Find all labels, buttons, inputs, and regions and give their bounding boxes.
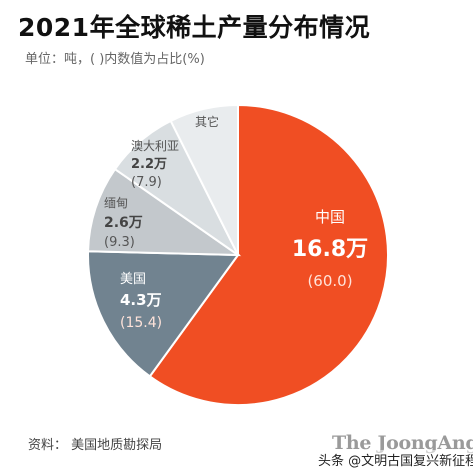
- slice-pct-label-1: (15.4): [120, 315, 162, 331]
- slice-pct-label-3: (7.9): [131, 175, 162, 190]
- slice-pct-label-2: (9.3): [104, 235, 135, 250]
- slice-pct-label-0: (60.0): [307, 272, 352, 290]
- pie-slice-4: [169, 103, 239, 256]
- slice-value-label-1: 4.3万: [120, 291, 162, 309]
- source-note: 资料： 美国地质勘探局: [28, 438, 163, 453]
- brand-logo: The JoongAng: [332, 432, 473, 454]
- slice-name-label-0: 中国: [315, 208, 345, 226]
- pie-slice-0: [148, 103, 389, 406]
- slice-name-label-2: 缅甸: [104, 196, 128, 210]
- slice-value-label-0: 16.8万: [292, 237, 368, 262]
- pie-slice-2: [87, 167, 242, 257]
- slice-name-label-1: 美国: [120, 272, 146, 287]
- pie-slice-1: [87, 250, 240, 378]
- slice-value-label-2: 2.6万: [104, 215, 143, 231]
- chart-title: 2021年全球稀土产量分布情况: [18, 13, 371, 42]
- slice-value-label-3: 2.2万: [131, 157, 167, 172]
- slice-name-label-3: 澳大利亚: [131, 139, 179, 153]
- slice-name-label-4: 其它: [195, 114, 219, 129]
- watermark-text: 头条 @文明古国复兴新征程: [318, 450, 473, 469]
- chart-subtitle: 单位：吨，( )内数值为占比(%): [25, 52, 205, 67]
